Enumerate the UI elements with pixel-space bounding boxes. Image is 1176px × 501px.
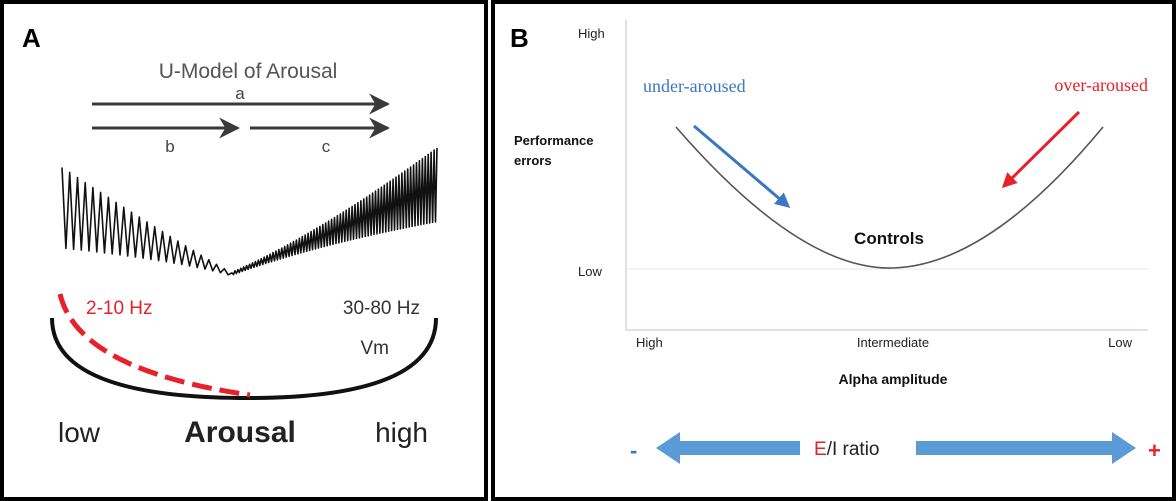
over-aroused-label: over-aroused [1054, 75, 1148, 95]
red-dashed-curve [57, 293, 251, 398]
axis-high-label: high [375, 417, 428, 448]
y-title-line1: Performance [514, 133, 593, 148]
y-low-label: Low [578, 264, 602, 279]
ratio-plus: + [1148, 438, 1161, 463]
oscillation-waveform [61, 147, 438, 276]
panel-b-label: B [510, 23, 529, 53]
ratio-arrow-right [916, 432, 1136, 464]
freq-high-label: 30-80 Hz [343, 298, 420, 319]
axis-low-label: low [58, 417, 101, 448]
under-aroused-label: under-aroused [643, 76, 746, 96]
panel-a-border [0, 0, 488, 501]
panel-a-title: U-Model of Arousal [159, 60, 338, 83]
x-tick-high: High [636, 335, 663, 350]
panel-a-label: A [22, 23, 41, 53]
arrow-a-label: a [235, 84, 245, 103]
ratio-label: E/I ratio [814, 439, 880, 460]
y-title-line2: errors [514, 153, 552, 168]
u-arc [50, 317, 438, 401]
arrow-b-label: b [165, 137, 174, 156]
x-tick-low: Low [1108, 335, 1132, 350]
x-axis-title: Alpha amplitude [839, 371, 948, 387]
ratio-arrow-left [656, 432, 800, 464]
waveform-trace [61, 147, 438, 276]
controls-label: Controls [854, 229, 924, 248]
ratio-e: E [814, 439, 827, 460]
arrow-c-label: c [322, 137, 331, 156]
under-aroused-arrow [693, 124, 791, 208]
ratio-rest: /I ratio [827, 439, 880, 460]
ratio-minus: - [630, 438, 637, 463]
freq-low-label: 2-10 Hz [86, 298, 153, 319]
y-high-label: High [578, 26, 605, 41]
panel-b: B High Low Performance errors under-arou… [491, 0, 1176, 501]
panel-a: A U-Model of Arousal a b c 2-10 Hz 30-80… [0, 0, 488, 501]
vm-label: Vm [361, 338, 390, 359]
x-tick-intermediate: Intermediate [857, 335, 929, 350]
panel-b-border [491, 0, 1176, 501]
axis-center-label: Arousal [184, 416, 296, 449]
performance-curve [675, 126, 1104, 269]
over-aroused-arrow [1001, 110, 1081, 189]
